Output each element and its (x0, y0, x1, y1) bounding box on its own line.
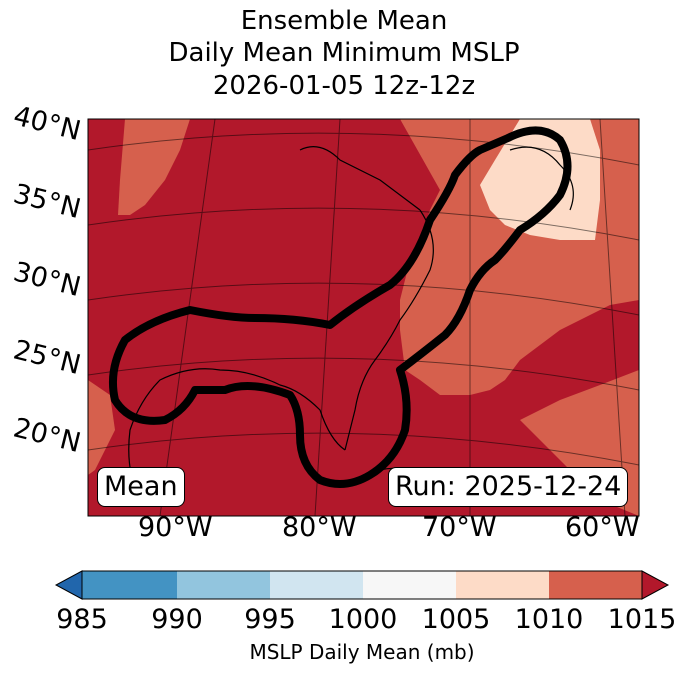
colorbar-tick-1010: 1010 (514, 604, 584, 635)
colorbar-tick-990: 990 (151, 604, 203, 635)
title-line-1: Ensemble Mean (240, 6, 448, 36)
colorbar-tick-985: 985 (56, 604, 108, 635)
mean-label-box: Mean (97, 467, 185, 507)
colorbar-extend-low (54, 570, 83, 600)
colorbar-tick-995: 995 (244, 604, 296, 635)
run-date-box: Run: 2025-12-24 (388, 467, 629, 507)
map-area (88, 119, 639, 516)
colorbar-extend-high (641, 570, 670, 600)
colorbar-tick-1000: 1000 (328, 604, 398, 635)
title-line-2: Daily Mean Minimum MSLP (168, 38, 520, 68)
graticule (88, 119, 639, 516)
pressure-field-medium-red-west (88, 380, 115, 475)
colorbar (54, 570, 670, 600)
colorbar-frame (81, 570, 643, 600)
colorbar-label: MSLP Daily Mean (mb) (249, 640, 475, 664)
coastlines (128, 146, 574, 501)
pressure-field-medium-red-north (118, 119, 190, 215)
colorbar-segment-1010-1015 (549, 571, 642, 599)
track-outline (109, 126, 572, 488)
lon-label-70w: 70°W (422, 512, 497, 543)
title-line-3: 2026-01-05 12z-12z (212, 71, 476, 101)
colorbar-segment-1005-1010 (456, 571, 549, 599)
colorbar-segment-985-990 (82, 571, 177, 599)
colorbar-segment-990-995 (177, 571, 270, 599)
colorbar-tick-1015: 1015 (607, 604, 677, 635)
colorbar-segment-1000-1005 (363, 571, 456, 599)
colorbar-segment-995-1000 (270, 571, 363, 599)
colorbar-tick-1005: 1005 (421, 604, 491, 635)
lon-label-90w: 90°W (138, 512, 213, 543)
map-frame (87, 118, 640, 517)
lon-label-60w: 60°W (565, 512, 640, 543)
lon-label-80w: 80°W (282, 512, 357, 543)
